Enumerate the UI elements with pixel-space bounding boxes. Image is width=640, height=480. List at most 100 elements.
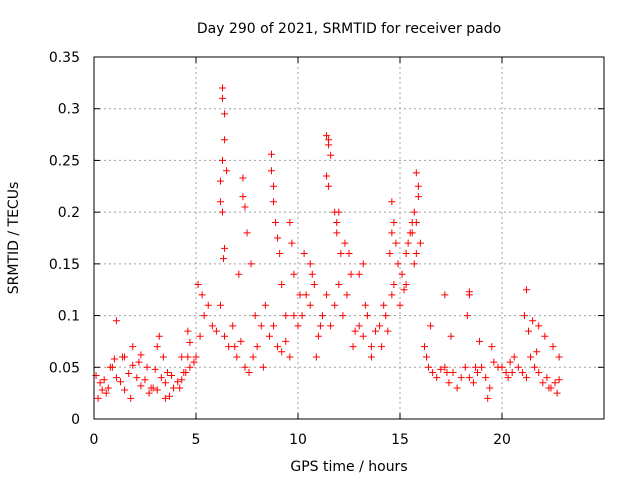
data-points: [92, 84, 563, 402]
data-point: [286, 218, 294, 226]
data-point: [420, 343, 428, 351]
data-point: [465, 291, 473, 299]
data-point: [335, 281, 343, 289]
data-point: [96, 379, 104, 387]
data-point: [121, 386, 129, 394]
data-point: [331, 301, 339, 309]
data-point: [359, 332, 367, 340]
data-point: [333, 229, 341, 237]
data-point: [488, 343, 496, 351]
data-point: [270, 182, 278, 190]
data-point: [135, 358, 143, 366]
data-point: [267, 167, 275, 175]
x-tick-label: 5: [192, 432, 201, 448]
data-point: [549, 343, 557, 351]
data-point: [249, 353, 257, 361]
data-point: [323, 172, 331, 180]
data-point: [514, 363, 522, 371]
data-point: [110, 355, 118, 363]
data-point: [478, 363, 486, 371]
data-point: [241, 363, 249, 371]
data-point: [241, 203, 249, 211]
data-point: [449, 368, 457, 376]
data-point: [539, 379, 547, 387]
data-point: [161, 394, 169, 402]
data-point: [337, 250, 345, 258]
data-point: [137, 351, 145, 359]
data-point: [427, 322, 435, 330]
data-point: [312, 353, 320, 361]
data-point: [486, 384, 494, 392]
data-point: [98, 386, 106, 394]
data-point: [410, 208, 418, 216]
data-point: [410, 260, 418, 268]
data-point: [176, 384, 184, 392]
data-point: [490, 358, 498, 366]
data-point: [378, 343, 386, 351]
data-point: [276, 250, 284, 258]
data-point: [184, 327, 192, 335]
x-tick-label: 20: [493, 432, 511, 448]
y-tick-label: 0.35: [49, 50, 80, 66]
data-point: [225, 343, 233, 351]
x-tick-label: 15: [391, 432, 409, 448]
data-point: [221, 244, 229, 252]
data-point: [194, 281, 202, 289]
y-tick-label: 0.2: [58, 205, 80, 221]
data-point: [543, 374, 551, 382]
data-point: [414, 193, 422, 201]
data-point: [216, 177, 224, 185]
data-point: [510, 353, 518, 361]
data-point: [347, 270, 355, 278]
data-point: [396, 301, 404, 309]
data-point: [335, 208, 343, 216]
data-point: [535, 322, 543, 330]
data-point: [394, 260, 402, 268]
data-point: [125, 369, 133, 377]
data-point: [145, 389, 153, 397]
data-point: [212, 327, 220, 335]
data-point: [372, 327, 380, 335]
data-point: [349, 343, 357, 351]
data-point: [290, 312, 298, 320]
data-point: [429, 368, 437, 376]
data-point: [147, 384, 155, 392]
data-point: [127, 394, 135, 402]
data-point: [300, 250, 308, 258]
data-point: [117, 378, 125, 386]
data-point: [306, 301, 314, 309]
data-point: [392, 239, 400, 247]
data-point: [408, 229, 416, 237]
data-point: [390, 218, 398, 226]
data-point: [457, 374, 465, 382]
data-point: [441, 291, 449, 299]
data-point: [129, 343, 137, 351]
data-point: [133, 374, 141, 382]
data-point: [161, 379, 169, 387]
data-point: [535, 368, 543, 376]
data-point: [498, 363, 506, 371]
data-point: [251, 312, 259, 320]
data-point: [265, 332, 273, 340]
data-point: [112, 317, 120, 325]
data-point: [308, 270, 316, 278]
data-point: [323, 132, 331, 140]
data-point: [361, 301, 369, 309]
data-point: [441, 363, 449, 371]
data-point: [186, 363, 194, 371]
data-point: [153, 386, 161, 394]
data-point: [200, 312, 208, 320]
data-point: [443, 368, 451, 376]
data-point: [221, 136, 229, 144]
data-point: [412, 250, 420, 258]
data-point: [192, 353, 200, 361]
data-point: [553, 389, 561, 397]
data-point: [302, 291, 310, 299]
data-point: [274, 234, 282, 242]
y-tick-label: 0.15: [49, 257, 80, 273]
data-point: [323, 291, 331, 299]
data-point: [204, 301, 212, 309]
data-point: [112, 374, 120, 382]
data-point: [471, 363, 479, 371]
data-point: [165, 392, 173, 400]
